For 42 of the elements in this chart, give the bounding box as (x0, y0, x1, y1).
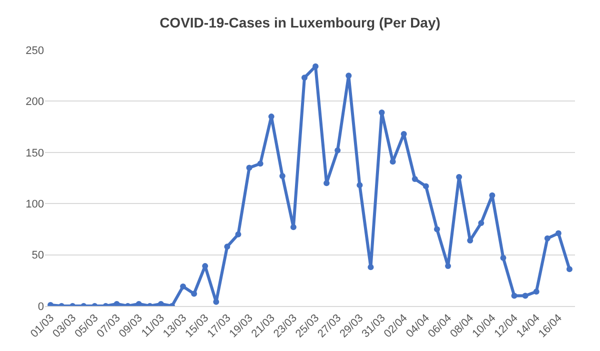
point (290, 224, 296, 230)
point (301, 74, 308, 81)
point (434, 226, 440, 232)
point (334, 147, 341, 154)
point (555, 230, 562, 236)
point (500, 254, 506, 261)
point (445, 263, 452, 270)
point (489, 192, 496, 198)
point (356, 182, 363, 188)
point (158, 300, 164, 306)
point (114, 300, 120, 306)
point (136, 300, 142, 306)
point (533, 288, 540, 295)
point (180, 284, 186, 290)
point (324, 180, 330, 186)
y-tick-label: 200 (26, 96, 44, 108)
point (235, 231, 242, 238)
point (368, 264, 374, 270)
point (279, 172, 286, 179)
point (246, 164, 252, 171)
y-tick-label: 250 (26, 44, 44, 57)
y-tick-label: 100 (26, 198, 44, 210)
y-tick-label: 0 (38, 300, 44, 313)
point (257, 160, 264, 167)
point (412, 176, 418, 182)
y-tick-label: 150 (26, 147, 44, 160)
point (456, 174, 462, 180)
point (346, 72, 352, 79)
point (544, 235, 550, 242)
point (312, 63, 319, 70)
chart-title: COVID-19-Cases in Luxembourg (Per Day) (160, 14, 440, 30)
point (390, 158, 396, 165)
point (224, 244, 230, 250)
point (511, 292, 518, 299)
point (478, 220, 484, 226)
point (378, 109, 385, 116)
point (522, 292, 528, 299)
point (400, 130, 407, 137)
y-tick-label: 50 (32, 250, 44, 262)
point (191, 290, 198, 297)
point (422, 183, 429, 190)
point (566, 266, 572, 272)
